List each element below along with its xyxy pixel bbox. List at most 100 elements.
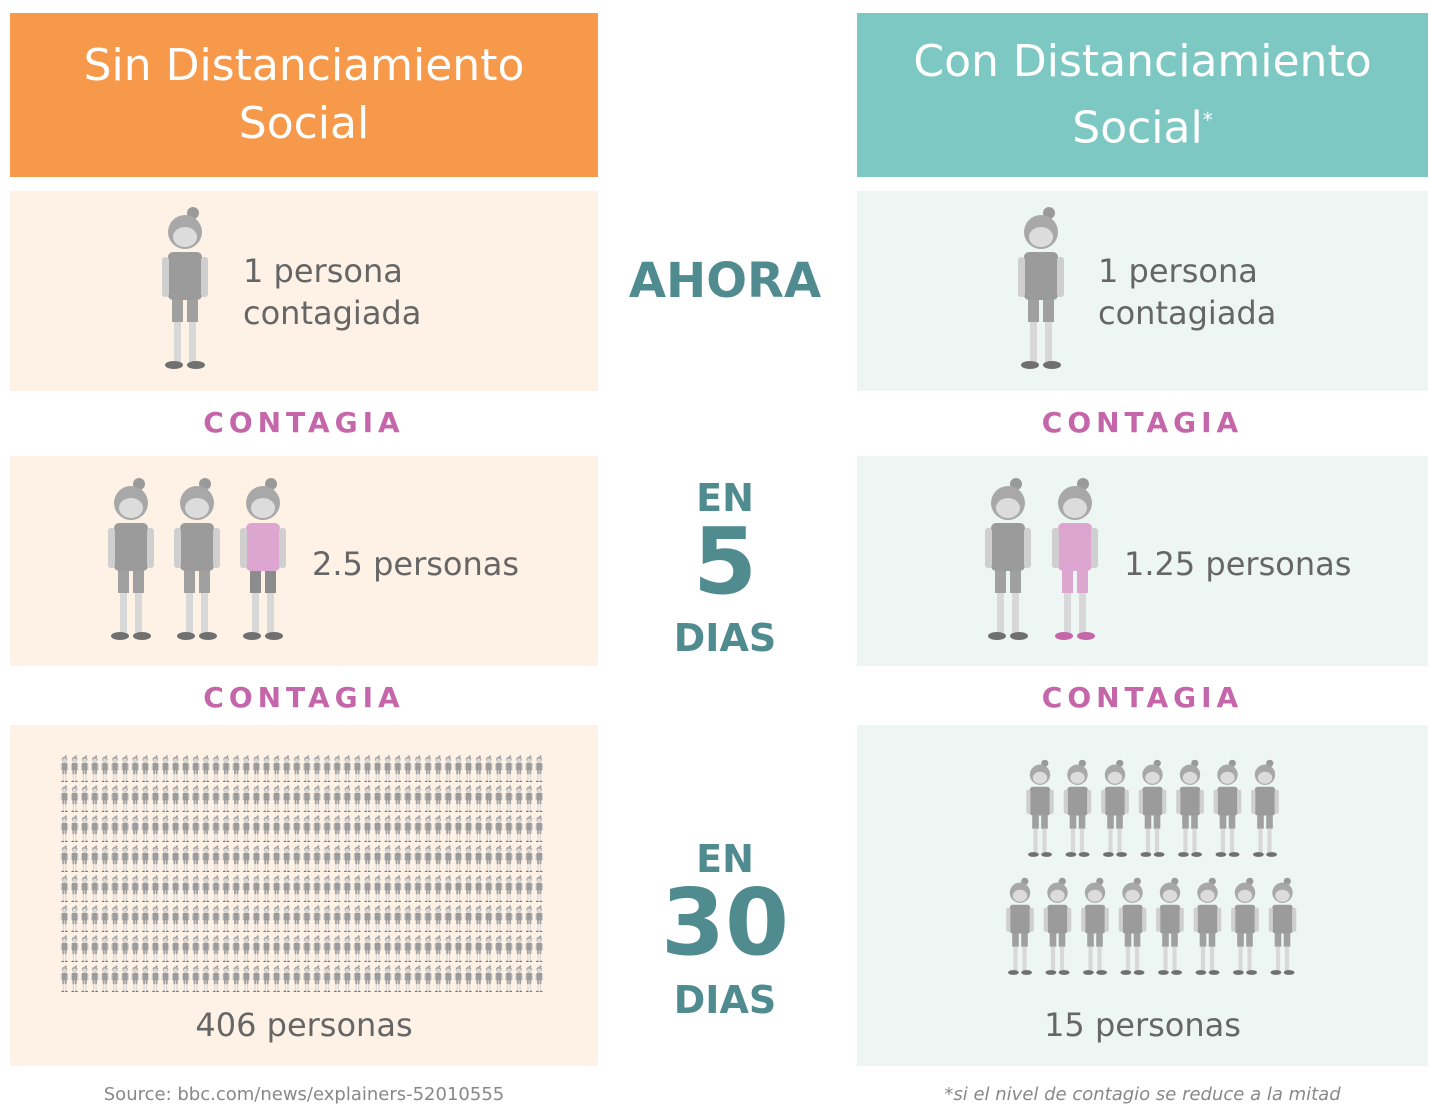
person-icon xyxy=(495,845,503,873)
person-icon xyxy=(434,905,442,933)
person-icon xyxy=(444,875,453,903)
person-icon xyxy=(121,815,129,843)
person-icon xyxy=(70,755,79,783)
person-icon xyxy=(414,785,422,813)
person-icon xyxy=(212,875,220,903)
person-icon xyxy=(111,875,119,903)
person-icon xyxy=(91,935,99,963)
person-icon xyxy=(161,965,170,993)
person-icon xyxy=(383,785,392,813)
person-icon xyxy=(293,845,301,873)
person-icon xyxy=(80,815,89,843)
person-icon xyxy=(505,875,513,903)
person-icon xyxy=(282,755,291,783)
person-icon xyxy=(404,965,412,993)
person-icon xyxy=(983,476,1033,646)
person-icon xyxy=(363,785,372,813)
person-icon xyxy=(293,905,301,933)
person-icon xyxy=(343,965,352,993)
person-icon xyxy=(171,815,180,843)
stage-bottom: DIAS xyxy=(673,978,777,1022)
person-icon xyxy=(262,755,271,783)
person-icon xyxy=(222,815,230,843)
person-icon xyxy=(505,755,513,783)
person-icon xyxy=(333,785,341,813)
person-icon xyxy=(404,845,412,873)
person-icon xyxy=(444,755,453,783)
person-icon xyxy=(424,905,432,933)
person-icon xyxy=(91,815,99,843)
person-icon xyxy=(1006,877,1034,975)
person-icon xyxy=(131,905,139,933)
person-icon xyxy=(1118,877,1147,975)
person-icon xyxy=(515,845,523,873)
person-icon xyxy=(131,935,139,963)
person-icon xyxy=(323,875,331,903)
person-icon xyxy=(1063,759,1092,857)
person-icon xyxy=(262,875,271,903)
asterisk: * xyxy=(1202,107,1213,132)
person-icon xyxy=(474,815,483,843)
person-icon xyxy=(242,845,251,873)
person-icon xyxy=(60,965,69,993)
label: 2.5 personas xyxy=(312,545,520,583)
note: *si el nivel de contagio se reduce a la … xyxy=(944,1084,1341,1105)
person-icon xyxy=(424,845,432,873)
person-icon xyxy=(222,755,230,783)
person-icon xyxy=(454,785,463,813)
person-icon xyxy=(121,875,129,903)
person-icon xyxy=(252,875,261,903)
person-icon xyxy=(1026,759,1054,857)
person-icon xyxy=(101,845,109,873)
stage-number: 5 xyxy=(692,508,757,615)
person-icon xyxy=(262,845,271,873)
header-line: Con Distanciamiento xyxy=(913,35,1372,87)
person-icon xyxy=(141,815,150,843)
person-icon xyxy=(80,755,89,783)
person-icon xyxy=(535,935,543,963)
person-icon xyxy=(141,905,150,933)
person-icon xyxy=(192,785,200,813)
person-icon xyxy=(495,815,503,843)
person-icon xyxy=(454,905,463,933)
person-icon xyxy=(282,875,291,903)
person-icon xyxy=(1251,759,1279,857)
label-line: contagiada xyxy=(243,294,422,332)
person-icon xyxy=(1101,759,1129,857)
person-icon xyxy=(262,965,271,993)
person-icon xyxy=(343,785,352,813)
person-icon xyxy=(353,935,362,963)
person-icon xyxy=(434,755,442,783)
person-icon xyxy=(535,785,543,813)
person-icon xyxy=(414,935,422,963)
person-icon xyxy=(414,815,422,843)
person-icon xyxy=(282,845,291,873)
person-icon xyxy=(353,965,362,993)
person-icon xyxy=(181,815,190,843)
person-icon xyxy=(80,785,89,813)
person-icon xyxy=(252,845,261,873)
person-icon xyxy=(404,905,412,933)
person-icon xyxy=(1156,877,1184,975)
person-icon xyxy=(111,965,119,993)
person-icon xyxy=(212,905,220,933)
person-icon xyxy=(70,875,79,903)
person-icon xyxy=(444,785,453,813)
person-icon xyxy=(202,905,210,933)
person-icon xyxy=(111,755,119,783)
person-icon xyxy=(70,935,79,963)
person-icon xyxy=(232,935,240,963)
person-icon xyxy=(212,785,220,813)
person-icon xyxy=(323,935,331,963)
person-icon xyxy=(525,875,533,903)
person-icon xyxy=(101,935,109,963)
header-line: Sin Distanciamiento xyxy=(83,40,525,91)
person-icon xyxy=(495,785,503,813)
person-icon xyxy=(181,905,190,933)
person-icon xyxy=(91,785,99,813)
person-icon xyxy=(505,935,513,963)
person-icon xyxy=(70,815,79,843)
person-icon xyxy=(383,755,392,783)
person-icon xyxy=(303,875,311,903)
person-icon xyxy=(363,755,372,783)
